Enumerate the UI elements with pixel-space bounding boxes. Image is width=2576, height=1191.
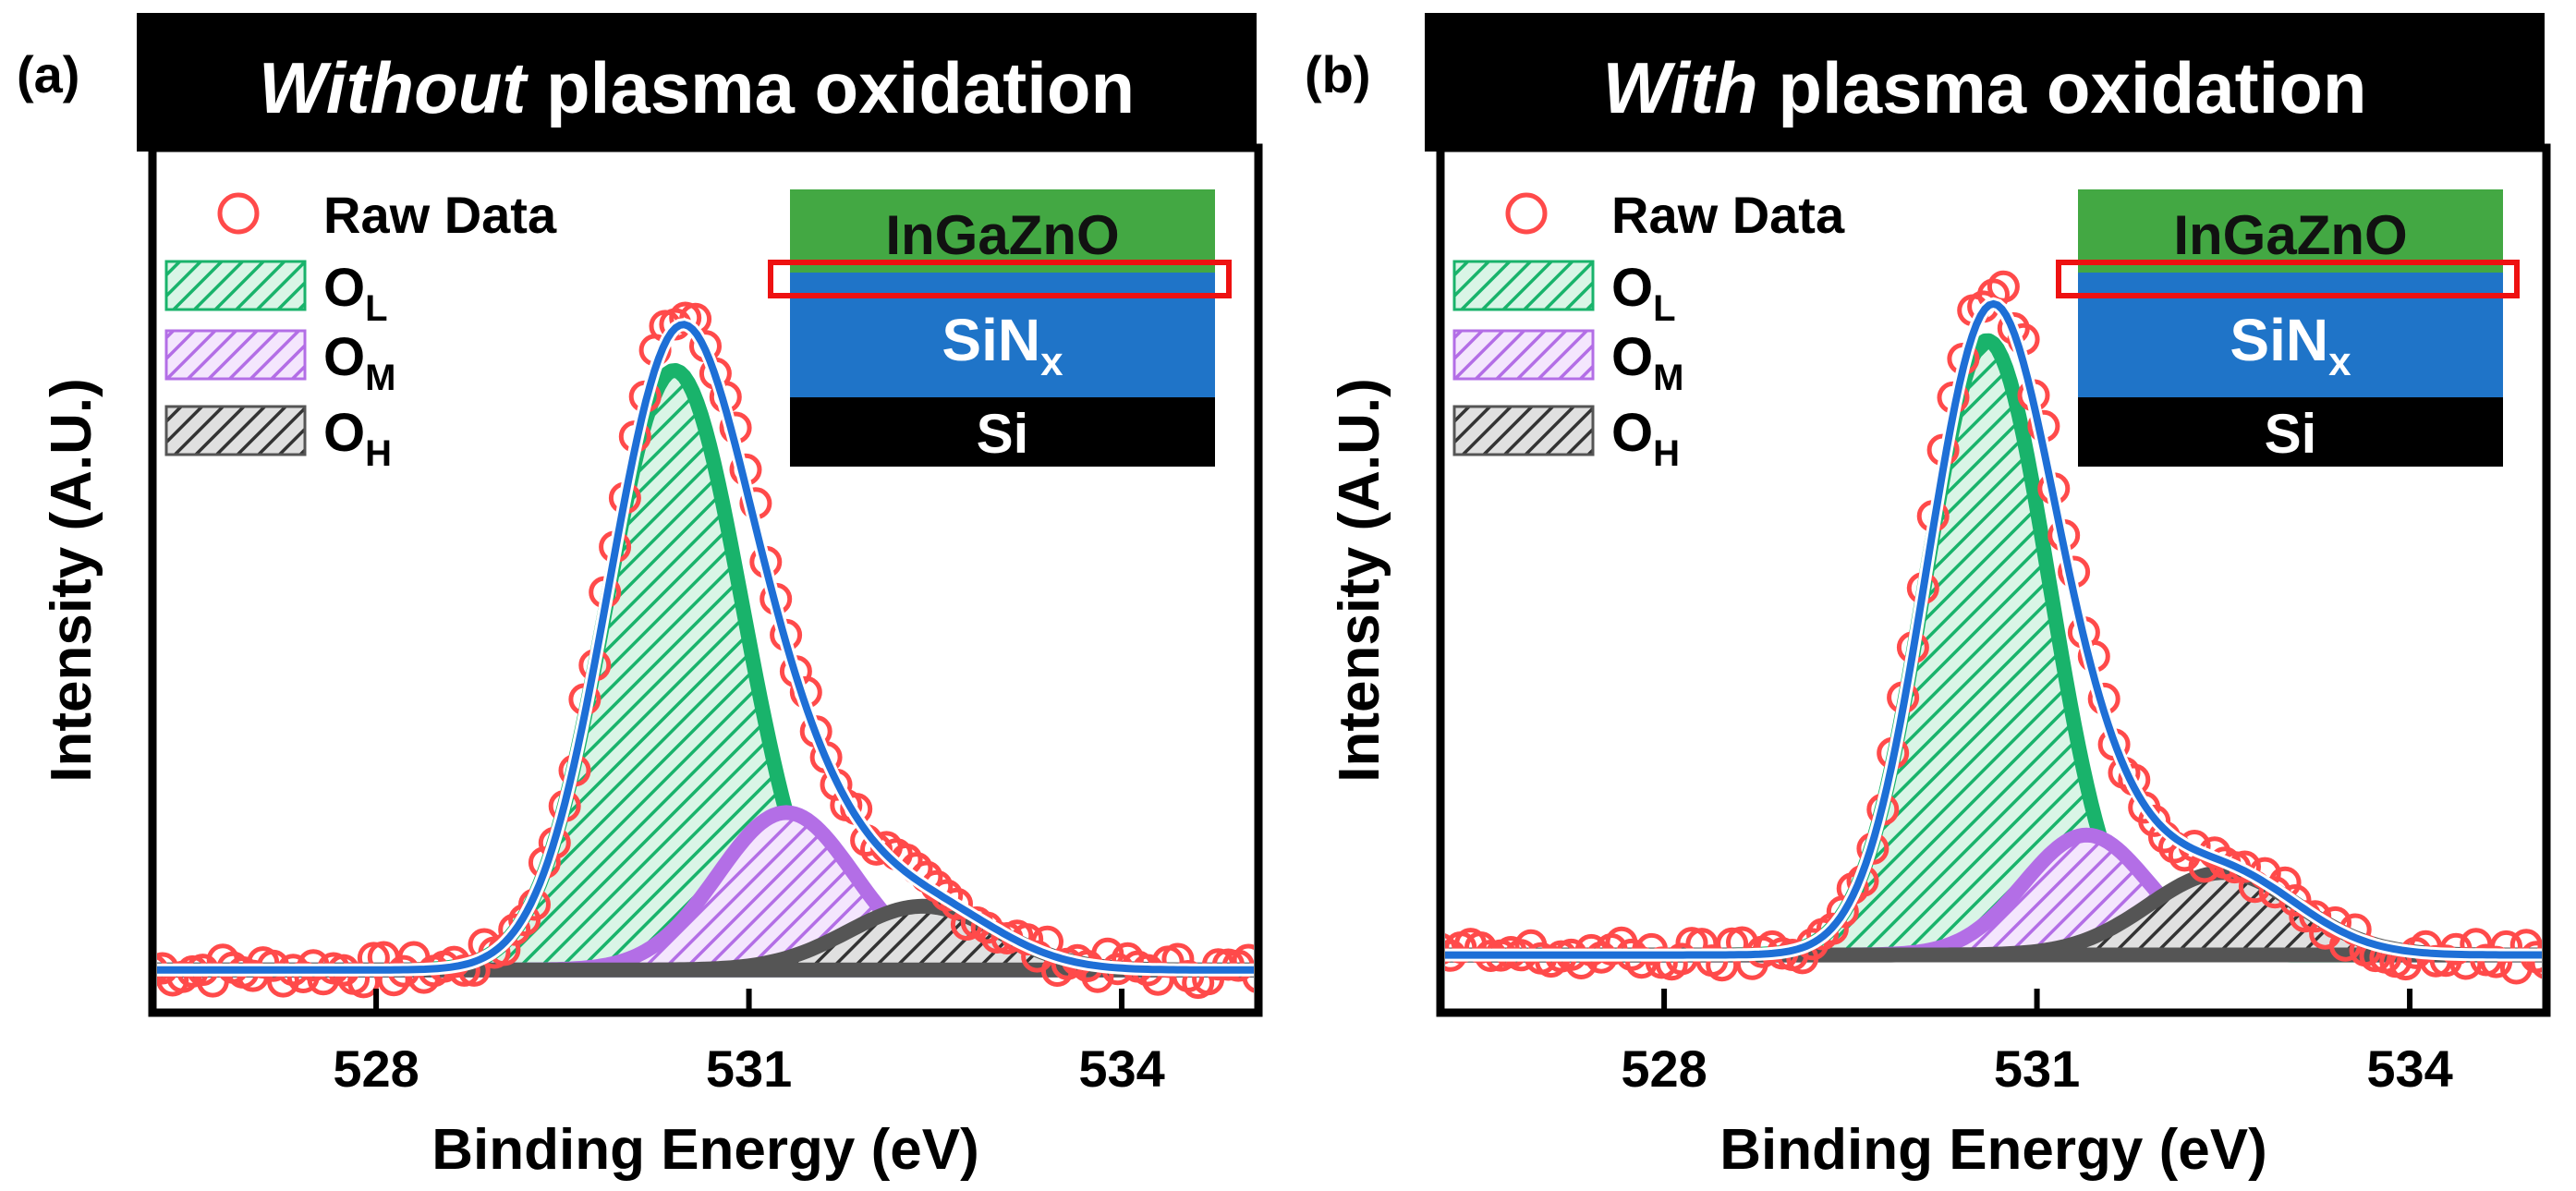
legend-raw-marker [1505, 192, 1548, 235]
x-tick-label: 528 [333, 1039, 419, 1098]
raw-point [1987, 270, 2020, 303]
legend-oh-label: OH [1611, 403, 1680, 474]
fit-envelope [1445, 299, 2542, 959]
stack-sin-label: SiNx [942, 307, 1063, 384]
stack-si [790, 397, 1215, 467]
panel-title: With plasma oxidation [1602, 47, 2366, 128]
panel-label: (a) [17, 45, 79, 103]
title-bar [1425, 13, 2545, 152]
raw-point [1816, 912, 1849, 945]
legend-raw-label: Raw Data [323, 186, 557, 244]
interface-highlight-box [768, 260, 1232, 298]
legend-om-swatch [1452, 329, 1595, 381]
legend-ol-swatch [164, 260, 307, 311]
legend-ol-label: OL [1611, 258, 1676, 329]
panel-b: (b) With plasma oxidation 528 531 534 Binding… [1305, 13, 2551, 1182]
stack-igzo [2078, 189, 2503, 273]
raw-point [1242, 961, 1254, 993]
interface-highlight-box [2056, 260, 2520, 298]
panel-a: (a) Without plasma oxidation 528 531 534 Bind… [17, 13, 1263, 1182]
legend-oh-label: OH [323, 403, 392, 474]
legend-oh-swatch [164, 405, 307, 456]
legend-raw-label: Raw Data [1611, 186, 1845, 244]
legend-raw-marker [217, 192, 260, 235]
legend-om-label: OM [323, 327, 395, 398]
title-emphasis: With [1602, 47, 1757, 128]
y-axis-label: Intensity (A.U.) [40, 378, 103, 782]
plot-area [157, 301, 1254, 1000]
y-axis-label: Intensity (A.U.) [1328, 378, 1391, 782]
title-bar [137, 13, 1257, 152]
stack-si-label: Si [2265, 403, 2317, 465]
fit-envelope [157, 321, 1254, 974]
x-axis-label: Binding Energy (eV) [431, 1118, 978, 1182]
x-tick-label: 531 [1994, 1039, 2080, 1098]
x-tick-label: 531 [706, 1039, 792, 1098]
raw-point [498, 913, 531, 946]
legend-oh-swatch [1452, 405, 1595, 456]
panel-label: (b) [1305, 45, 1371, 103]
plot-area [1445, 270, 2542, 985]
stack-si [2078, 397, 2503, 467]
stack-igzo-label: InGaZnO [885, 204, 1119, 266]
stack-igzo [790, 189, 1215, 273]
title-emphasis: Without [259, 47, 529, 128]
stack-si-label: Si [977, 403, 1029, 465]
legend-om-swatch [164, 329, 307, 381]
stack-sin-label: SiNx [2230, 307, 2351, 384]
legend-ol-label: OL [323, 258, 388, 329]
raw-point [2138, 804, 2171, 837]
title-rest: plasma oxidation [526, 47, 1135, 128]
raw-point [2530, 947, 2542, 979]
legend-ol-swatch [1452, 260, 1595, 311]
stack-igzo-label: InGaZnO [2173, 204, 2407, 266]
x-axis-label: Binding Energy (eV) [1719, 1118, 2266, 1182]
legend-om-label: OM [1611, 327, 1683, 398]
raw-point [2299, 900, 2332, 933]
title-rest: plasma oxidation [1758, 47, 2367, 128]
x-tick-label: 528 [1621, 1039, 1707, 1098]
panel-title: Without plasma oxidation [259, 47, 1135, 128]
x-tick-label: 534 [2366, 1039, 2452, 1098]
x-tick-label: 534 [1078, 1039, 1164, 1098]
